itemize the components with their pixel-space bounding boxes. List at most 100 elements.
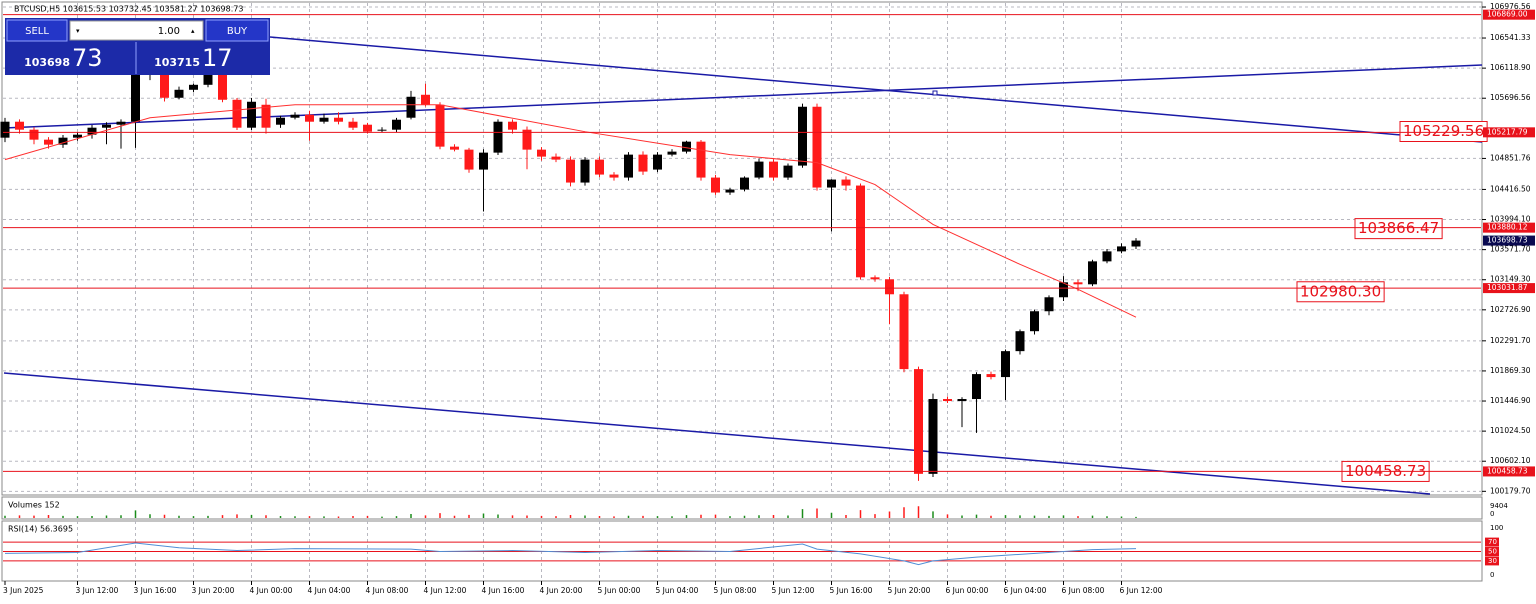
x-tick-label: 3 Jun 12:00	[76, 586, 119, 595]
x-tick-label: 3 Jun 2025	[3, 586, 44, 595]
price-pane	[1, 1, 1483, 496]
candle-body	[653, 154, 662, 170]
candle-body	[450, 146, 459, 150]
rsi-tick-label: 0	[1490, 571, 1494, 579]
level-label: 103880.12	[1487, 223, 1528, 232]
candle-body	[711, 177, 720, 193]
sell-label: SELL	[25, 26, 49, 37]
rsi-level-label: 30	[1488, 557, 1497, 565]
candle-body	[174, 89, 184, 98]
candle-body	[305, 114, 314, 122]
moving-average	[4, 104, 1137, 318]
candle-body	[1102, 251, 1112, 262]
sell-button[interactable]	[6, 19, 68, 42]
candle-body	[638, 154, 648, 172]
x-tick-label: 5 Jun 00:00	[598, 586, 641, 595]
candle-body	[1015, 331, 1025, 352]
level-note: 102980.30	[1300, 282, 1381, 300]
level-label: 105217.79	[1487, 127, 1528, 136]
rsi-level-label: 70	[1488, 538, 1497, 546]
candle-body	[798, 106, 807, 166]
trend-line	[269, 36, 1483, 143]
candle-body	[406, 96, 416, 118]
lot-value: 1.00	[158, 26, 180, 37]
candle-body	[667, 151, 677, 155]
x-tick-label: 4 Jun 16:00	[482, 586, 525, 595]
lot-up[interactable]: ▴	[191, 27, 195, 35]
level-note-box	[1296, 281, 1385, 303]
y-tick-label: 101446.90	[1490, 396, 1531, 405]
x-tick-label: 3 Jun 16:00	[134, 586, 177, 595]
candle-body	[870, 277, 880, 280]
candle-body	[957, 399, 967, 402]
candle-body	[595, 159, 604, 175]
y-tick-label: 100602.10	[1490, 456, 1531, 465]
rsi-title: RSI(14) 56.3695	[8, 525, 73, 534]
candle-body	[392, 119, 401, 130]
candle-body	[290, 114, 300, 118]
candle-body	[334, 117, 343, 122]
rsi-line	[4, 542, 1137, 566]
x-tick-label: 6 Jun 04:00	[1004, 586, 1047, 595]
volume-pane	[1, 496, 1483, 520]
candle-body	[15, 121, 24, 130]
y-tick-label: 101869.30	[1490, 366, 1531, 375]
rsi-tick-label: 100	[1490, 524, 1503, 532]
candle-body	[682, 141, 691, 152]
candle-body	[131, 74, 140, 122]
candle-body	[754, 161, 764, 178]
candle-body	[508, 121, 517, 130]
candle-body	[566, 159, 575, 183]
candle-body	[827, 179, 836, 188]
lot-input[interactable]	[69, 20, 204, 41]
volume-tick-label: 9404	[1490, 502, 1508, 510]
candle-body	[160, 74, 169, 98]
trend-line	[3, 372, 1431, 495]
y-tick-label: 100179.70	[1490, 486, 1531, 495]
x-tick-label: 5 Jun 08:00	[714, 586, 757, 595]
x-tick-label: 5 Jun 12:00	[772, 586, 815, 595]
candle-body	[885, 279, 894, 295]
x-tick-label: 6 Jun 12:00	[1120, 586, 1163, 595]
candle-body	[435, 104, 445, 147]
candle-body	[261, 104, 271, 128]
x-tick-label: 4 Jun 00:00	[250, 586, 293, 595]
volume-tick-label: 0	[1490, 510, 1494, 518]
candle-body	[899, 294, 909, 370]
candle-body	[725, 189, 735, 193]
y-tick-label: 106118.90	[1490, 63, 1531, 72]
candle-body	[232, 99, 242, 128]
lot-down[interactable]: ▾	[76, 27, 80, 35]
volumes-title: Volumes 152	[8, 501, 60, 510]
y-tick-label: 102291.70	[1490, 336, 1531, 345]
rsi-level-label: 50	[1488, 548, 1497, 556]
y-tick-label: 106976.56	[1490, 2, 1531, 11]
rsi-level-tag	[1485, 556, 1499, 566]
marks	[0, 62, 1488, 566]
rsi-level-tag	[1485, 537, 1499, 547]
level-tag	[1483, 283, 1535, 294]
x-tick-label: 5 Jun 04:00	[656, 586, 699, 595]
level-note: 105229.56	[1403, 122, 1484, 140]
candle-body	[377, 129, 387, 131]
candle-body	[319, 117, 329, 122]
candle-body	[740, 177, 749, 190]
candle-body	[696, 141, 706, 178]
candle-body	[58, 137, 68, 145]
x-tick-label: 4 Jun 12:00	[424, 586, 467, 595]
candle-body	[276, 117, 285, 125]
rsi-level-tag	[1485, 547, 1499, 556]
buy-label: BUY	[227, 26, 248, 37]
candle-body	[943, 399, 952, 402]
candle-body	[421, 94, 430, 105]
buy-button[interactable]	[205, 19, 269, 42]
candle-body	[493, 121, 503, 153]
trade-panel: SELL BUY ▾ ▴ 1.00 103698 73 103715 17	[5, 18, 270, 75]
candle-body	[1073, 282, 1083, 285]
level-tag	[1483, 466, 1535, 477]
candle-body	[812, 106, 822, 188]
x-tick-label: 4 Jun 20:00	[540, 586, 583, 595]
y-tick-label: 102726.90	[1490, 305, 1531, 314]
candle-body	[580, 159, 590, 183]
y-tick-label: 104416.50	[1490, 184, 1531, 193]
